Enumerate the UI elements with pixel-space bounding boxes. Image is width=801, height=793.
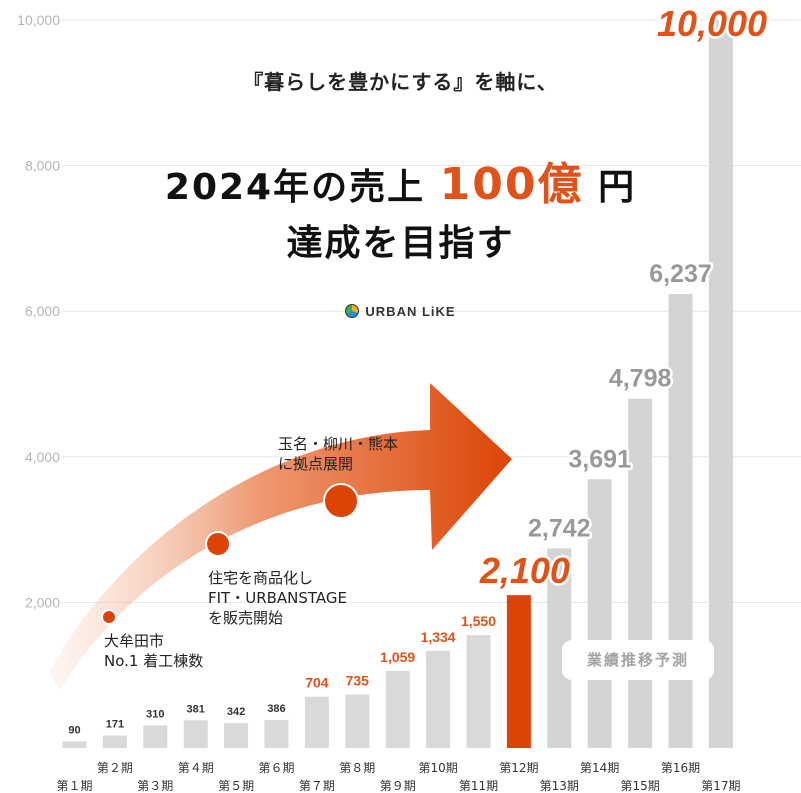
x-tick-label: 第６期 <box>258 761 294 775</box>
headline-accent: 100億 <box>439 159 584 210</box>
bar-value-label: 171 <box>106 719 124 731</box>
x-tick-label: 第２期 <box>97 761 133 775</box>
growth-arrow <box>48 383 512 690</box>
milestone-dot-3 <box>323 483 359 519</box>
bar <box>102 735 127 748</box>
bar-value-label: 2,742 <box>528 514 591 542</box>
bar <box>345 694 370 748</box>
value-labels: 90 171 310 381 342 386 704 735 1,059 1,334 1,550 2,… <box>68 1 769 737</box>
brand-name: URBAN LiKE <box>365 304 456 319</box>
bar <box>426 650 451 748</box>
bar-value-label: 381 <box>187 703 205 715</box>
bar-value-label: 310 <box>146 708 164 720</box>
bar-value-label: 342 <box>227 706 245 718</box>
forecast-badge: 業績推移予測 <box>562 640 714 680</box>
x-tick-label: 第５期 <box>218 779 254 793</box>
x-tick-label: 第10期 <box>418 761 457 775</box>
x-axis-labels: 第１期第２期第３期第４期第５期第６期第７期第８期第９期第10期第11期第12期第… <box>56 761 740 793</box>
y-tick-label: 10,000 <box>17 12 60 28</box>
y-tick-label: 8,000 <box>25 158 60 174</box>
bar-value-label: 1,550 <box>461 613 496 629</box>
bar <box>183 720 208 748</box>
milestone-dot-1 <box>101 609 117 625</box>
y-tick-label: 2,000 <box>25 594 60 610</box>
x-tick-label: 第11期 <box>459 779 498 793</box>
bar-value-label: 3,691 <box>568 445 631 473</box>
bar-value-label: 735 <box>346 672 370 688</box>
bar-value-label: 1,059 <box>380 649 415 665</box>
bar <box>385 670 410 748</box>
y-tick-label: 6,000 <box>25 303 60 319</box>
bar-value-label: 6,237 <box>649 260 712 288</box>
x-tick-label: 第９期 <box>380 779 416 793</box>
headline-unit: 円 <box>598 167 637 208</box>
x-tick-label: 第16期 <box>661 761 700 775</box>
bar <box>304 696 329 748</box>
bar <box>628 398 653 748</box>
milestone-label-2: 住宅を商品化し FIT・URBANSTAGE を販売開始 <box>208 569 348 627</box>
x-tick-label: 第12期 <box>499 761 538 775</box>
y-axis-ticks: 2,000 4,000 6,000 8,000 10,000 <box>17 12 60 610</box>
subheadline: 『暮らしを豊かにする』を軸に、 <box>243 70 558 94</box>
bar <box>264 719 289 748</box>
x-tick-label: 第13期 <box>540 779 579 793</box>
x-tick-label: 第17期 <box>701 779 740 793</box>
milestone-dot-2 <box>205 531 231 557</box>
headline-text: 2024年の売上 <box>164 167 426 208</box>
bar <box>62 741 87 748</box>
bar <box>708 20 733 748</box>
bar-value-label: 704 <box>305 675 329 691</box>
x-tick-label: 第１期 <box>56 779 92 793</box>
bar <box>506 595 531 748</box>
y-tick-label: 4,000 <box>25 449 60 465</box>
bar-value-label: 10,000 <box>657 3 767 44</box>
bar <box>587 479 612 748</box>
x-tick-label: 第７期 <box>299 779 335 793</box>
milestone-label-3: 玉名・柳川・熊本 に拠点展開 <box>278 435 399 473</box>
x-tick-label: 第８期 <box>339 761 375 775</box>
bar <box>466 635 491 748</box>
x-tick-label: 第３期 <box>137 779 173 793</box>
x-tick-label: 第15期 <box>620 779 659 793</box>
logo-icon <box>345 304 360 318</box>
bar-value-label: 1,334 <box>421 629 456 645</box>
bar-value-label: 2,100 <box>479 550 570 591</box>
bar <box>224 723 249 748</box>
milestone-label-1: 大牟田市 No.1 着工棟数 <box>104 632 204 670</box>
bar-value-label: 4,798 <box>609 365 672 393</box>
brand-logo: URBAN LiKE <box>0 304 801 319</box>
headline-line-1: 2024年の売上 100億 円 <box>0 148 801 212</box>
bar-value-label: 90 <box>68 724 80 736</box>
headline-line-2: 達成を目指す <box>286 223 515 264</box>
bar-value-label: 386 <box>267 703 285 715</box>
bar <box>143 725 168 748</box>
x-tick-label: 第14期 <box>580 761 619 775</box>
x-tick-label: 第４期 <box>178 761 214 775</box>
